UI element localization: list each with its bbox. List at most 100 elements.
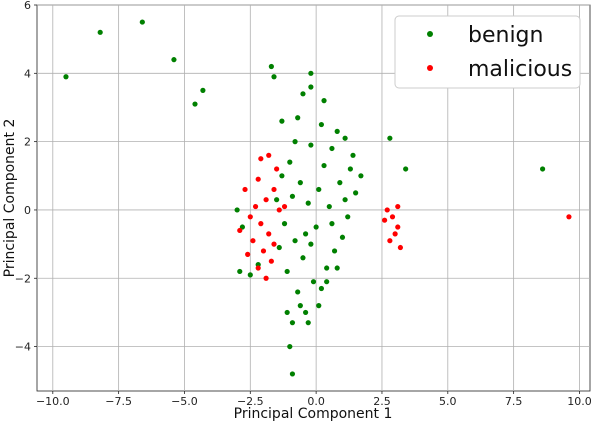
- data-point-malicious: [268, 258, 274, 264]
- x-tick-label: 0.0: [307, 395, 325, 408]
- data-point-benign: [310, 279, 317, 285]
- data-point-benign: [321, 162, 327, 169]
- data-point-malicious: [252, 203, 259, 210]
- data-point-benign: [292, 139, 298, 145]
- data-point-benign: [337, 180, 343, 186]
- data-point-benign: [234, 207, 240, 213]
- data-point-benign: [289, 371, 296, 377]
- data-point-malicious: [395, 224, 401, 230]
- data-point-benign: [345, 214, 351, 220]
- data-point-benign: [300, 91, 306, 97]
- data-point-benign: [139, 19, 145, 25]
- data-point-malicious: [387, 238, 393, 244]
- data-point-benign: [279, 173, 285, 179]
- data-point-malicious: [566, 214, 572, 220]
- data-point-benign: [276, 244, 282, 251]
- x-axis-ticks: −10.0 −7.5 −5.0 −2.5 0.0 2.5 5.0 7.5 10.0: [36, 391, 592, 408]
- data-point-benign: [342, 135, 348, 141]
- data-point-benign: [295, 289, 301, 295]
- data-point-malicious: [260, 248, 267, 254]
- data-point-benign: [308, 84, 314, 90]
- x-tick-label: −5.0: [171, 395, 198, 408]
- data-point-malicious: [271, 186, 277, 193]
- data-point-malicious: [382, 217, 388, 223]
- data-point-benign: [316, 186, 322, 193]
- data-point-benign: [200, 87, 206, 93]
- data-point-benign: [287, 343, 293, 350]
- data-point-malicious: [255, 176, 261, 182]
- data-point-benign: [313, 224, 319, 230]
- data-point-benign: [326, 203, 332, 210]
- data-point-malicious: [274, 166, 280, 172]
- data-point-malicious: [276, 207, 282, 213]
- data-point-benign: [339, 234, 346, 240]
- data-point-malicious: [242, 186, 248, 193]
- data-points: [63, 19, 572, 377]
- data-point-benign: [321, 98, 327, 104]
- data-point-malicious: [271, 241, 277, 247]
- data-point-malicious: [266, 152, 272, 158]
- data-point-benign: [303, 231, 309, 237]
- data-point-malicious: [392, 231, 398, 237]
- data-point-benign: [308, 70, 314, 76]
- data-point-benign: [353, 190, 359, 196]
- data-point-benign: [403, 166, 409, 172]
- data-point-benign: [287, 159, 293, 165]
- data-point-benign: [334, 128, 340, 134]
- legend: benign malicious: [394, 15, 581, 89]
- data-point-benign: [329, 221, 335, 227]
- data-point-benign: [324, 265, 330, 271]
- data-point-benign: [300, 255, 306, 261]
- data-point-benign: [318, 285, 324, 292]
- data-point-benign: [329, 145, 335, 152]
- data-point-malicious: [258, 221, 264, 227]
- data-point-malicious: [263, 275, 269, 281]
- data-point-malicious: [247, 214, 253, 220]
- data-point-benign: [308, 142, 314, 148]
- data-point-malicious: [397, 244, 403, 251]
- data-point-benign: [289, 193, 296, 199]
- data-point-benign: [324, 279, 330, 285]
- data-point-benign: [331, 248, 338, 254]
- data-point-benign: [540, 166, 546, 172]
- data-point-malicious: [384, 207, 390, 213]
- x-tick-label: −7.5: [105, 395, 132, 408]
- legend-marker-malicious: [427, 65, 433, 71]
- y-tick-label: 6: [24, 0, 31, 12]
- data-point-benign: [192, 101, 198, 107]
- data-point-benign: [387, 135, 393, 141]
- data-point-benign: [358, 173, 364, 179]
- data-point-benign: [297, 303, 303, 309]
- data-point-benign: [274, 197, 280, 203]
- x-tick-label: 7.5: [505, 395, 523, 408]
- data-point-benign: [297, 180, 303, 186]
- x-tick-label: −10.0: [36, 395, 70, 408]
- legend-box: [394, 15, 581, 89]
- data-point-malicious: [250, 238, 256, 244]
- data-point-benign: [318, 121, 324, 128]
- data-point-benign: [347, 166, 353, 172]
- data-point-benign: [284, 309, 290, 316]
- data-point-benign: [237, 268, 243, 275]
- y-tick-label: −2: [15, 272, 31, 285]
- data-point-benign: [268, 63, 274, 70]
- data-point-benign: [303, 309, 309, 316]
- y-axis-label: Principal Component 2: [2, 119, 18, 278]
- data-point-benign: [97, 29, 103, 35]
- data-point-benign: [271, 74, 277, 80]
- legend-marker-benign: [427, 31, 433, 37]
- data-point-malicious: [237, 227, 243, 234]
- y-tick-label: 0: [24, 204, 31, 217]
- data-point-benign: [305, 200, 311, 206]
- x-tick-label: 2.5: [373, 395, 391, 408]
- data-point-benign: [350, 152, 356, 158]
- data-point-malicious: [395, 203, 401, 210]
- y-tick-label: 4: [24, 67, 31, 80]
- data-point-benign: [292, 238, 298, 244]
- data-point-benign: [334, 265, 340, 271]
- x-tick-label: 10.0: [567, 395, 592, 408]
- y-tick-label: 2: [24, 136, 31, 149]
- x-axis-label: Principal Component 1: [234, 406, 393, 422]
- data-point-benign: [308, 241, 314, 247]
- data-point-malicious: [245, 251, 251, 257]
